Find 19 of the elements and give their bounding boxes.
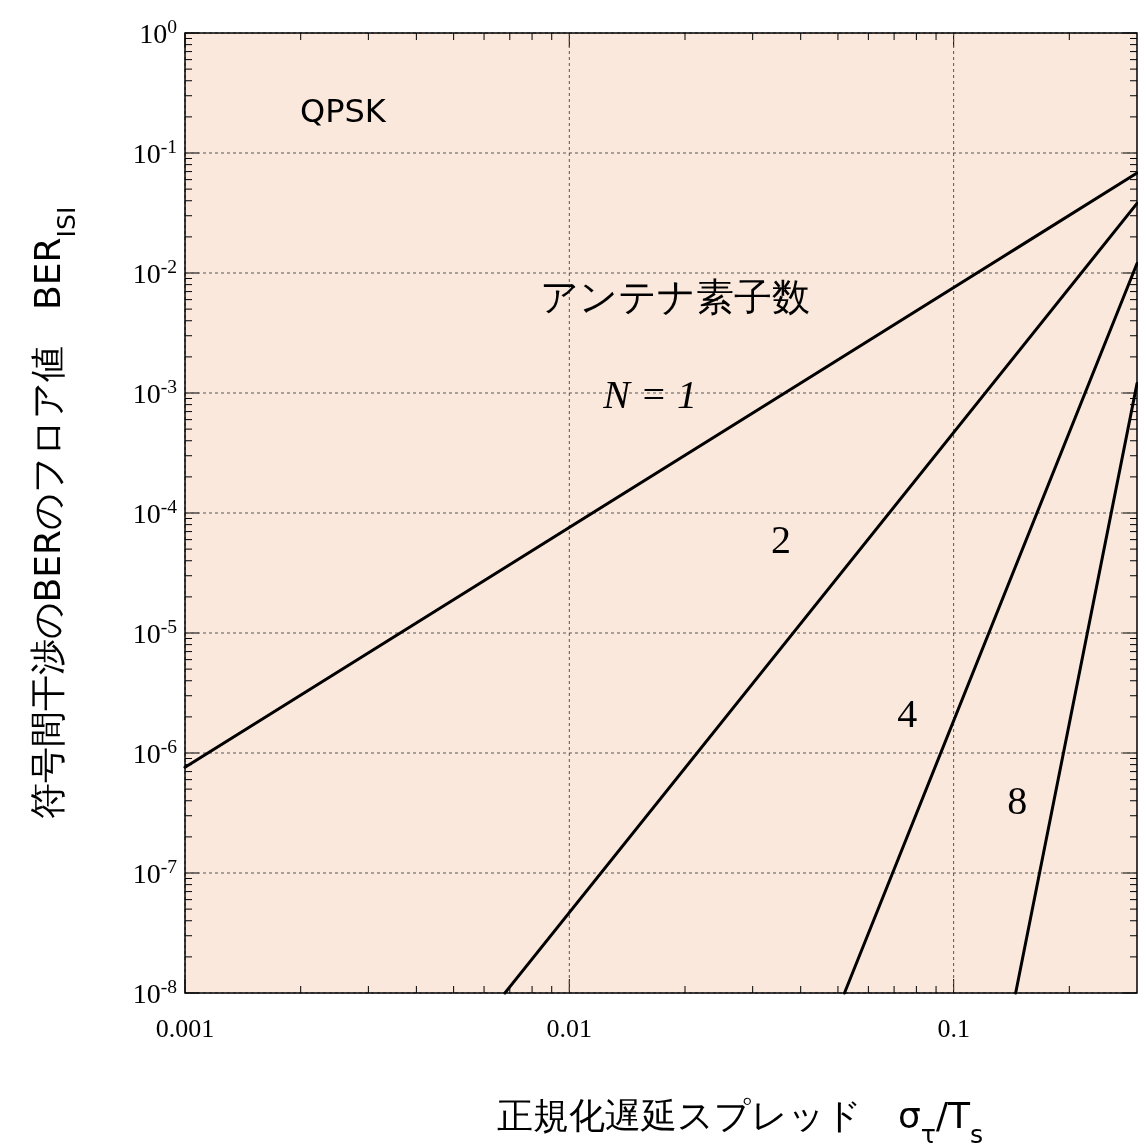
y-tick-label: 10$^{-5}$ [132,615,178,649]
y-tick-label: 10$^{-3}$ [132,375,178,409]
annotation: QPSK [300,92,387,130]
x-axis-title: 正規化遅延スプレッド σ$_{τ}$/T$_{s}$ [496,1095,984,1144]
y-tick-label: 10$^{0}$ [139,15,178,49]
y-tick-label: 10$^{-2}$ [132,255,177,289]
y-tick-label: 10$^{-1}$ [132,135,177,169]
x-tick-label: 0.001 [155,1014,215,1043]
y-tick-label: 10$^{-4}$ [132,495,178,529]
y-tick-label: 10$^{-8}$ [132,975,178,1009]
x-tick-label: 0.01 [546,1014,593,1043]
series-label: 2 [770,517,791,563]
y-tick-label: 10$^{-6}$ [132,735,178,769]
series-label: N = 1 [602,372,697,418]
series-label: 4 [897,690,918,736]
series-label: 8 [1007,777,1028,823]
annotation: アンテナ素子数 [540,275,810,319]
y-tick-label: 10$^{-7}$ [132,855,178,889]
x-tick-label: 0.1 [937,1014,970,1043]
